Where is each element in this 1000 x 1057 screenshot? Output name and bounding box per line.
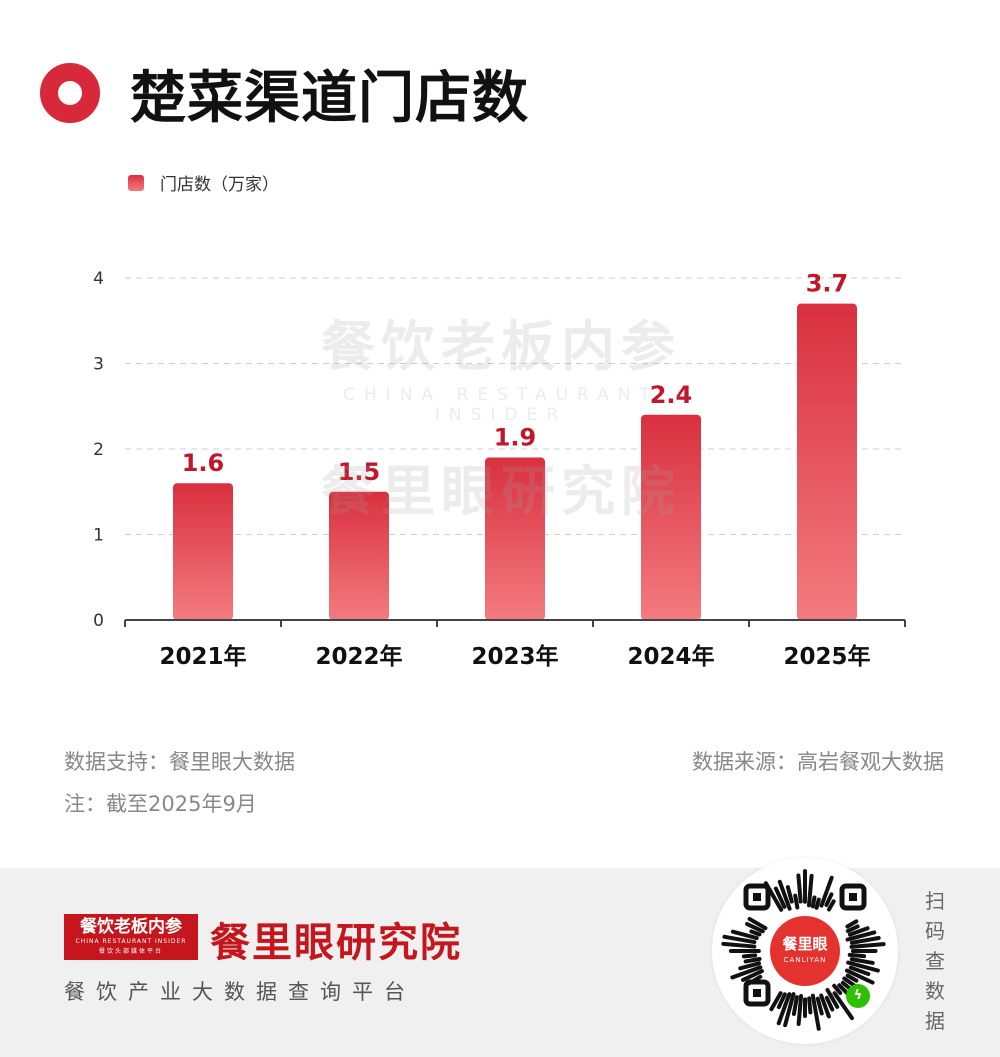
qr-ray	[849, 942, 886, 949]
data-label: 3.7	[806, 270, 849, 298]
qr-ray	[819, 993, 831, 1019]
qr-ray	[815, 996, 824, 1016]
qr-ray	[730, 965, 763, 980]
qr-ray	[793, 893, 800, 910]
qr-ray	[776, 992, 787, 1010]
qr-ray	[825, 987, 840, 1009]
data-label: 2.4	[650, 381, 693, 409]
brand-logo-cn: 餐饮老板内参	[80, 917, 182, 937]
qr-ray	[845, 924, 860, 934]
qr-ray	[769, 991, 783, 1012]
qr-center-en: CANLIYAN	[783, 956, 827, 964]
qr-ray	[791, 995, 799, 1016]
qr-ray	[848, 965, 871, 977]
data-label: 1.9	[494, 424, 537, 452]
x-tick-label: 2022年	[315, 643, 402, 670]
qr-ray	[824, 995, 835, 1012]
bar-chart: 1.6 1.5 1.9 2.4 3.7 0 1 2 3 4 2021年 2022年 2023年 2024…	[93, 269, 906, 670]
qr-ray	[743, 957, 762, 964]
qr-ray	[832, 991, 855, 1021]
qr-ray	[846, 960, 880, 973]
qr-ray	[807, 996, 813, 1015]
qr-ray	[810, 895, 817, 909]
qr-ray	[777, 879, 792, 911]
brand-logo-sub: 餐饮头部媒体平台	[98, 948, 163, 955]
footer: 餐饮老板内参 CHINA RESTAURANT INSIDER 餐饮头部媒体平台…	[0, 858, 1000, 1057]
data-label: 1.5	[338, 458, 381, 486]
data-label: 1.6	[182, 449, 225, 477]
page-title: 楚菜渠道门店数	[130, 65, 529, 131]
qr-ray	[824, 892, 834, 908]
qr-ray	[773, 886, 787, 909]
bar	[485, 457, 545, 620]
y-tick-label: 3	[93, 355, 104, 375]
qr-ray	[745, 922, 765, 934]
qr-ray	[847, 952, 867, 959]
title-row: 楚菜渠道门店数	[40, 58, 529, 131]
data-support-note: 数据支持：餐里眼大数据	[64, 750, 295, 774]
x-tick-label: 2021年	[159, 643, 246, 670]
qr-ray	[730, 929, 759, 941]
bar	[797, 303, 857, 620]
qr-ray	[776, 992, 792, 1026]
qr-ray	[819, 875, 834, 908]
bar	[641, 414, 701, 620]
data-source-note: 数据来源：高岩餐观大数据	[692, 750, 944, 774]
y-tick-label: 0	[93, 611, 104, 631]
qr-ray	[785, 885, 794, 904]
qr-ray	[849, 957, 875, 965]
qr-ray	[806, 873, 814, 908]
qr-ray	[845, 930, 877, 942]
qr-ray	[832, 983, 843, 995]
qr-ray	[845, 919, 859, 929]
qr-ray	[810, 993, 821, 1031]
bar	[173, 483, 233, 620]
legend-swatch	[128, 174, 144, 191]
ring-icon	[40, 63, 100, 123]
brand-logo-en: CHINA RESTAURANT INSIDER	[75, 938, 187, 945]
qr-ray	[738, 961, 762, 971]
x-tick-label: 2024年	[627, 643, 714, 670]
qr-ray	[749, 929, 762, 937]
brand-logo-box: 餐饮老板内参 CHINA RESTAURANT INSIDER 餐饮头部媒体平台	[64, 914, 198, 960]
qr-pattern	[721, 869, 886, 1031]
qr-ray	[847, 926, 870, 937]
y-tick-label: 2	[93, 440, 104, 460]
qr-center-logo: 餐里眼 CANLIYAN	[770, 916, 840, 986]
x-tick-label: 2025年	[783, 643, 870, 670]
qr-ray	[796, 873, 803, 904]
wechat-mini-program-icon: ϟ	[846, 984, 870, 1008]
y-tick-label: 1	[93, 526, 104, 546]
y-tick-label: 4	[93, 269, 104, 289]
qr-ray	[796, 994, 804, 1027]
qr-ray	[741, 953, 758, 959]
legend: 门店数（万家）	[128, 170, 279, 195]
qr-ray	[721, 941, 757, 949]
qr-code-icon[interactable]: 餐里眼 CANLIYAN ϟ	[712, 858, 898, 1044]
bar	[329, 491, 389, 620]
brand-name: 餐里眼研究院	[210, 919, 462, 966]
qr-ray	[849, 936, 881, 945]
qr-ray	[783, 992, 796, 1028]
footnote: 注：截至2025年9月	[64, 792, 257, 816]
qr-center-cn: 餐里眼	[782, 935, 828, 953]
qr-ray	[826, 899, 836, 912]
qr-ray	[814, 897, 821, 910]
qr-ray	[722, 934, 757, 945]
qr-ray	[845, 973, 859, 983]
qr-ray	[844, 968, 875, 985]
qr-ray	[747, 917, 768, 931]
scan-text: 扫码查数据	[925, 889, 945, 1033]
qr-ray	[741, 969, 764, 982]
x-tick-label: 2023年	[471, 643, 558, 670]
tagline: 餐饮产业大数据查询平台	[64, 980, 416, 1004]
legend-label: 门店数（万家）	[160, 175, 279, 195]
